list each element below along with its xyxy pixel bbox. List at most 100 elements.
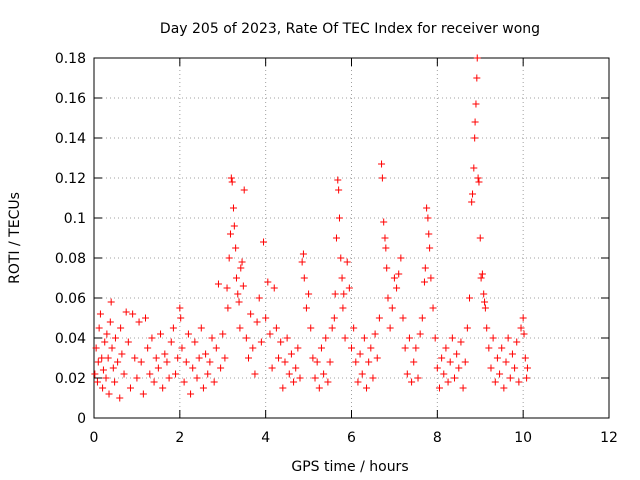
data-point xyxy=(403,370,411,378)
data-point xyxy=(459,384,467,392)
data-point xyxy=(172,370,180,378)
data-point xyxy=(469,190,477,198)
data-point xyxy=(473,74,481,82)
data-point xyxy=(367,344,375,352)
data-point xyxy=(129,310,137,318)
data-point xyxy=(378,160,386,168)
data-point xyxy=(232,244,240,252)
data-point xyxy=(405,334,413,342)
data-point xyxy=(91,370,99,378)
data-point xyxy=(272,324,280,332)
data-point xyxy=(247,310,255,318)
data-point xyxy=(504,334,512,342)
data-point xyxy=(345,284,353,292)
data-point xyxy=(340,290,348,298)
data-point xyxy=(111,378,119,386)
data-point xyxy=(350,324,358,332)
data-point xyxy=(477,274,485,282)
data-point xyxy=(476,234,484,242)
data-point xyxy=(315,384,323,392)
data-point xyxy=(393,284,401,292)
data-point xyxy=(489,334,497,342)
data-point xyxy=(420,278,428,286)
data-point xyxy=(483,324,491,332)
data-point xyxy=(408,378,416,386)
data-point xyxy=(363,384,371,392)
data-point xyxy=(339,304,347,312)
data-point xyxy=(337,254,345,262)
y-tick-label: 0.16 xyxy=(55,91,86,107)
data-point xyxy=(356,350,364,358)
data-point xyxy=(473,54,481,62)
data-point xyxy=(176,304,184,312)
x-tick-label: 0 xyxy=(90,430,99,446)
data-point xyxy=(326,358,334,366)
x-tick-label: 6 xyxy=(347,430,356,446)
data-point xyxy=(388,304,396,312)
data-point xyxy=(343,258,351,266)
data-point xyxy=(453,350,461,358)
data-point xyxy=(421,264,429,272)
data-point xyxy=(523,374,531,382)
data-point xyxy=(502,358,510,366)
data-point xyxy=(135,318,143,326)
data-point xyxy=(442,344,450,352)
data-point xyxy=(178,344,186,352)
data-point xyxy=(283,334,291,342)
data-point xyxy=(517,324,525,332)
data-point xyxy=(217,364,225,372)
data-point xyxy=(292,364,300,372)
data-point xyxy=(262,314,270,322)
data-point xyxy=(463,324,471,332)
data-point xyxy=(109,364,117,372)
data-point xyxy=(117,324,125,332)
data-point xyxy=(478,270,486,278)
x-tick-label: 2 xyxy=(175,430,184,446)
data-point xyxy=(446,358,454,366)
data-point xyxy=(226,230,234,238)
data-point xyxy=(365,358,373,366)
x-tick-label: 10 xyxy=(514,430,532,446)
data-point xyxy=(433,364,441,372)
data-point xyxy=(99,366,107,374)
data-point xyxy=(210,378,218,386)
data-point xyxy=(242,334,250,342)
y-tick-label: 0 xyxy=(77,411,86,427)
data-point xyxy=(500,384,508,392)
data-point xyxy=(227,174,235,182)
data-point xyxy=(131,354,139,362)
data-point xyxy=(328,324,336,332)
data-point xyxy=(249,344,257,352)
data-point xyxy=(471,134,479,142)
data-point xyxy=(298,258,306,266)
data-point xyxy=(197,324,205,332)
data-point xyxy=(352,358,360,366)
data-point xyxy=(236,324,244,332)
data-point xyxy=(511,364,519,372)
data-point xyxy=(348,344,355,352)
data-point xyxy=(94,358,102,366)
data-point xyxy=(429,304,437,312)
x-tick-label: 12 xyxy=(600,430,618,446)
data-point xyxy=(152,354,160,362)
data-point xyxy=(163,358,171,366)
data-point xyxy=(493,354,501,362)
data-point xyxy=(334,176,342,184)
data-point xyxy=(521,354,529,362)
data-point xyxy=(485,344,493,352)
data-point xyxy=(174,354,182,362)
data-point xyxy=(182,358,190,366)
y-tick-label: 0.04 xyxy=(55,331,86,347)
data-point xyxy=(228,178,236,186)
data-point xyxy=(311,374,319,382)
data-point xyxy=(470,164,478,172)
data-point xyxy=(457,338,465,346)
data-point xyxy=(461,358,469,366)
data-point xyxy=(229,204,237,212)
data-point xyxy=(472,100,480,108)
data-point xyxy=(523,364,531,372)
gridlines xyxy=(94,58,609,418)
data-point xyxy=(448,334,456,342)
data-point xyxy=(294,344,302,352)
data-point xyxy=(322,334,330,342)
